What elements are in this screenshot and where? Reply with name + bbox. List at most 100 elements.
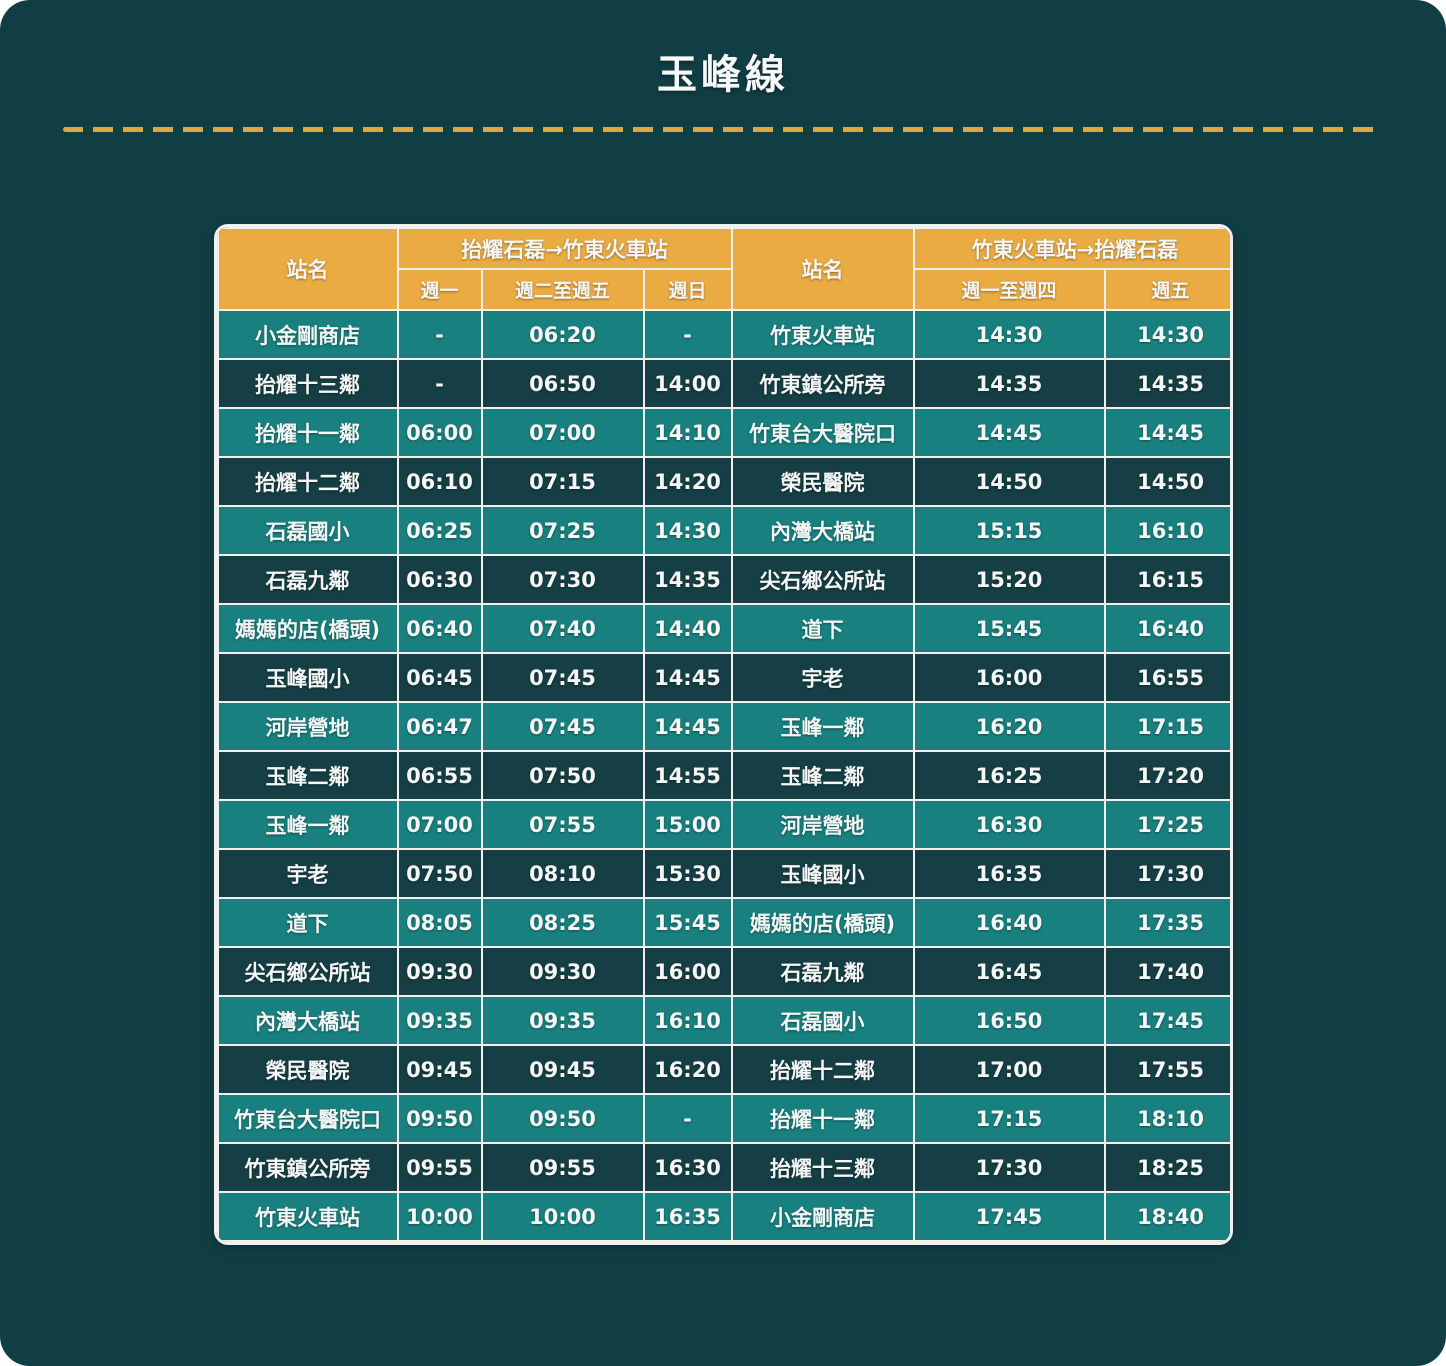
time-cell: - — [396, 358, 483, 409]
station-cell: 竹東台大醫院口 — [730, 407, 915, 458]
station-cell: 尖石鄉公所站 — [730, 554, 915, 605]
time-cell: 17:40 — [1103, 946, 1230, 997]
station-cell: 榮民醫院 — [216, 1044, 399, 1095]
time-cell: 09:50 — [480, 1093, 645, 1144]
time-cell: 14:10 — [642, 407, 733, 458]
time-cell: 16:35 — [912, 848, 1106, 899]
timetable-row: 竹東台大醫院口 09:50 09:50- 抬耀十一鄰 17:15 18:10 — [216, 1093, 1230, 1144]
station-cell: 抬耀十二鄰 — [216, 456, 399, 507]
bus-timetable: 站名 抬耀石磊→竹東火車站 站名 竹東火車站→抬耀石磊 週一 週二至週五 週日 … — [216, 227, 1230, 1242]
time-cell: 07:25 — [480, 505, 645, 556]
timetable-row: 河岸營地 06:47 07:45 14:45 玉峰一鄰 16:20 17:15 — [216, 701, 1230, 752]
time-cell: 06:20 — [480, 309, 645, 360]
time-cell: 16:20 — [912, 701, 1106, 752]
time-cell: 06:25 — [396, 505, 483, 556]
time-cell: 16:35 — [642, 1191, 733, 1242]
timetable-row: 玉峰一鄰 07:00 07:55 15:00 河岸營地 16:30 17:25 — [216, 799, 1230, 850]
time-cell: 16:10 — [1103, 505, 1230, 556]
station-cell: 竹東鎮公所旁 — [216, 1142, 399, 1193]
time-cell: 09:30 — [396, 946, 483, 997]
time-cell: 17:20 — [1103, 750, 1230, 801]
time-cell: 18:10 — [1103, 1093, 1230, 1144]
left-station-header: 站名 — [216, 227, 399, 311]
timetable-row: 竹東鎮公所旁 09:55 09:55 16:30 抬耀十三鄰 17:30 18:25 — [216, 1142, 1230, 1193]
time-cell: 14:45 — [642, 701, 733, 752]
time-cell: 10:00 — [480, 1191, 645, 1242]
time-cell: 14:35 — [912, 358, 1106, 409]
time-cell: 17:45 — [1103, 995, 1230, 1046]
time-cell: 07:45 — [480, 652, 645, 703]
station-cell: 抬耀十三鄰 — [730, 1142, 915, 1193]
time-cell: 06:45 — [396, 652, 483, 703]
timetable-row: 玉峰國小 06:45 07:45 14:45 宇老 16:00 16:55 — [216, 652, 1230, 703]
time-cell: 14:00 — [642, 358, 733, 409]
time-cell: 09:35 — [396, 995, 483, 1046]
station-cell: 玉峰國小 — [730, 848, 915, 899]
time-cell: 14:50 — [912, 456, 1106, 507]
timetable-row: 宇老 07:50 08:10 15:30 玉峰國小 16:35 17:30 — [216, 848, 1230, 899]
station-cell: 內灣大橋站 — [730, 505, 915, 556]
time-cell: 17:25 — [1103, 799, 1230, 850]
time-cell: 06:47 — [396, 701, 483, 752]
time-cell: - — [642, 309, 733, 360]
time-cell: 15:30 — [642, 848, 733, 899]
time-cell: 09:45 — [396, 1044, 483, 1095]
time-cell: 17:30 — [912, 1142, 1106, 1193]
time-cell: 09:45 — [480, 1044, 645, 1095]
time-cell: 07:40 — [480, 603, 645, 654]
station-cell: 竹東鎮公所旁 — [730, 358, 915, 409]
time-cell: 09:35 — [480, 995, 645, 1046]
station-cell: 道下 — [216, 897, 399, 948]
time-cell: 09:30 — [480, 946, 645, 997]
time-cell: 06:10 — [396, 456, 483, 507]
timetable-row: 抬耀十一鄰 06:00 07:00 14:10 竹東台大醫院口 14:45 14:45 — [216, 407, 1230, 458]
station-cell: 抬耀十一鄰 — [730, 1093, 915, 1144]
time-cell: 14:30 — [912, 309, 1106, 360]
time-cell: 07:55 — [480, 799, 645, 850]
time-cell: 06:30 — [396, 554, 483, 605]
dashed-divider — [63, 127, 1383, 132]
timetable-row: 小金剛商店 -06:20- 竹東火車站 14:30 14:30 — [216, 309, 1230, 360]
time-cell: - — [396, 309, 483, 360]
station-cell: 媽媽的店(橋頭) — [216, 603, 399, 654]
station-cell: 石磊九鄰 — [216, 554, 399, 605]
left-day-col-sunday: 週日 — [642, 268, 733, 311]
timetable-row: 石磊九鄰 06:30 07:30 14:35 尖石鄉公所站 15:20 16:15 — [216, 554, 1230, 605]
header-row-direction: 站名 抬耀石磊→竹東火車站 站名 竹東火車站→抬耀石磊 — [216, 227, 1230, 311]
time-cell: 09:55 — [480, 1142, 645, 1193]
station-cell: 玉峰二鄰 — [730, 750, 915, 801]
time-cell: 08:05 — [396, 897, 483, 948]
time-cell: 18:40 — [1103, 1191, 1230, 1242]
time-cell: 17:55 — [1103, 1044, 1230, 1095]
time-cell: 08:10 — [480, 848, 645, 899]
station-cell: 媽媽的店(橋頭) — [730, 897, 915, 948]
time-cell: 16:00 — [912, 652, 1106, 703]
time-cell: 17:45 — [912, 1191, 1106, 1242]
station-cell: 小金剛商店 — [730, 1191, 915, 1242]
timetable-row: 抬耀十二鄰 06:10 07:15 14:20 榮民醫院 14:50 14:50 — [216, 456, 1230, 507]
station-cell: 石磊九鄰 — [730, 946, 915, 997]
right-day-col-mon-thu: 週一至週四 — [912, 268, 1106, 311]
station-cell: 內灣大橋站 — [216, 995, 399, 1046]
time-cell: 14:45 — [1103, 407, 1230, 458]
time-cell: 07:50 — [396, 848, 483, 899]
station-cell: 宇老 — [730, 652, 915, 703]
timetable-row: 媽媽的店(橋頭) 06:40 07:40 14:40 道下 15:45 16:40 — [216, 603, 1230, 654]
time-cell: 14:40 — [642, 603, 733, 654]
time-cell: 07:15 — [480, 456, 645, 507]
time-cell: 15:15 — [912, 505, 1106, 556]
station-cell: 道下 — [730, 603, 915, 654]
station-cell: 抬耀十二鄰 — [730, 1044, 915, 1095]
time-cell: 16:45 — [912, 946, 1106, 997]
left-day-col-monday: 週一 — [396, 268, 483, 311]
time-cell: 18:25 — [1103, 1142, 1230, 1193]
time-cell: 14:35 — [1103, 358, 1230, 409]
time-cell: 09:55 — [396, 1142, 483, 1193]
header-row-days: 週一 週二至週五 週日 週一至週四 週五 — [218, 268, 1230, 311]
time-cell: 14:55 — [642, 750, 733, 801]
timetable-row: 榮民醫院 09:45 09:45 16:20 抬耀十二鄰 17:00 17:55 — [216, 1044, 1230, 1095]
timetable-row: 竹東火車站 10:00 10:00 16:35 小金剛商店 17:45 18:40 — [216, 1191, 1230, 1242]
time-cell: 15:45 — [912, 603, 1106, 654]
left-day-col-tue-fri: 週二至週五 — [480, 268, 645, 311]
